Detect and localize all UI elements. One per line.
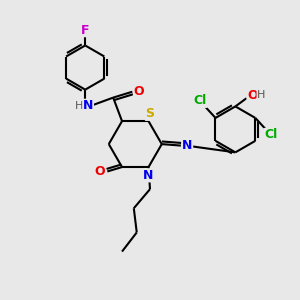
Text: S: S [146,107,154,120]
Text: N: N [182,139,193,152]
Text: Cl: Cl [264,128,277,142]
Text: O: O [134,85,144,98]
Text: H: H [257,90,266,100]
Text: F: F [81,24,89,37]
Text: O: O [247,89,258,102]
Text: Cl: Cl [194,94,207,107]
Text: N: N [83,99,93,112]
Text: N: N [143,169,154,182]
Text: O: O [94,165,105,178]
Text: H: H [75,101,83,111]
